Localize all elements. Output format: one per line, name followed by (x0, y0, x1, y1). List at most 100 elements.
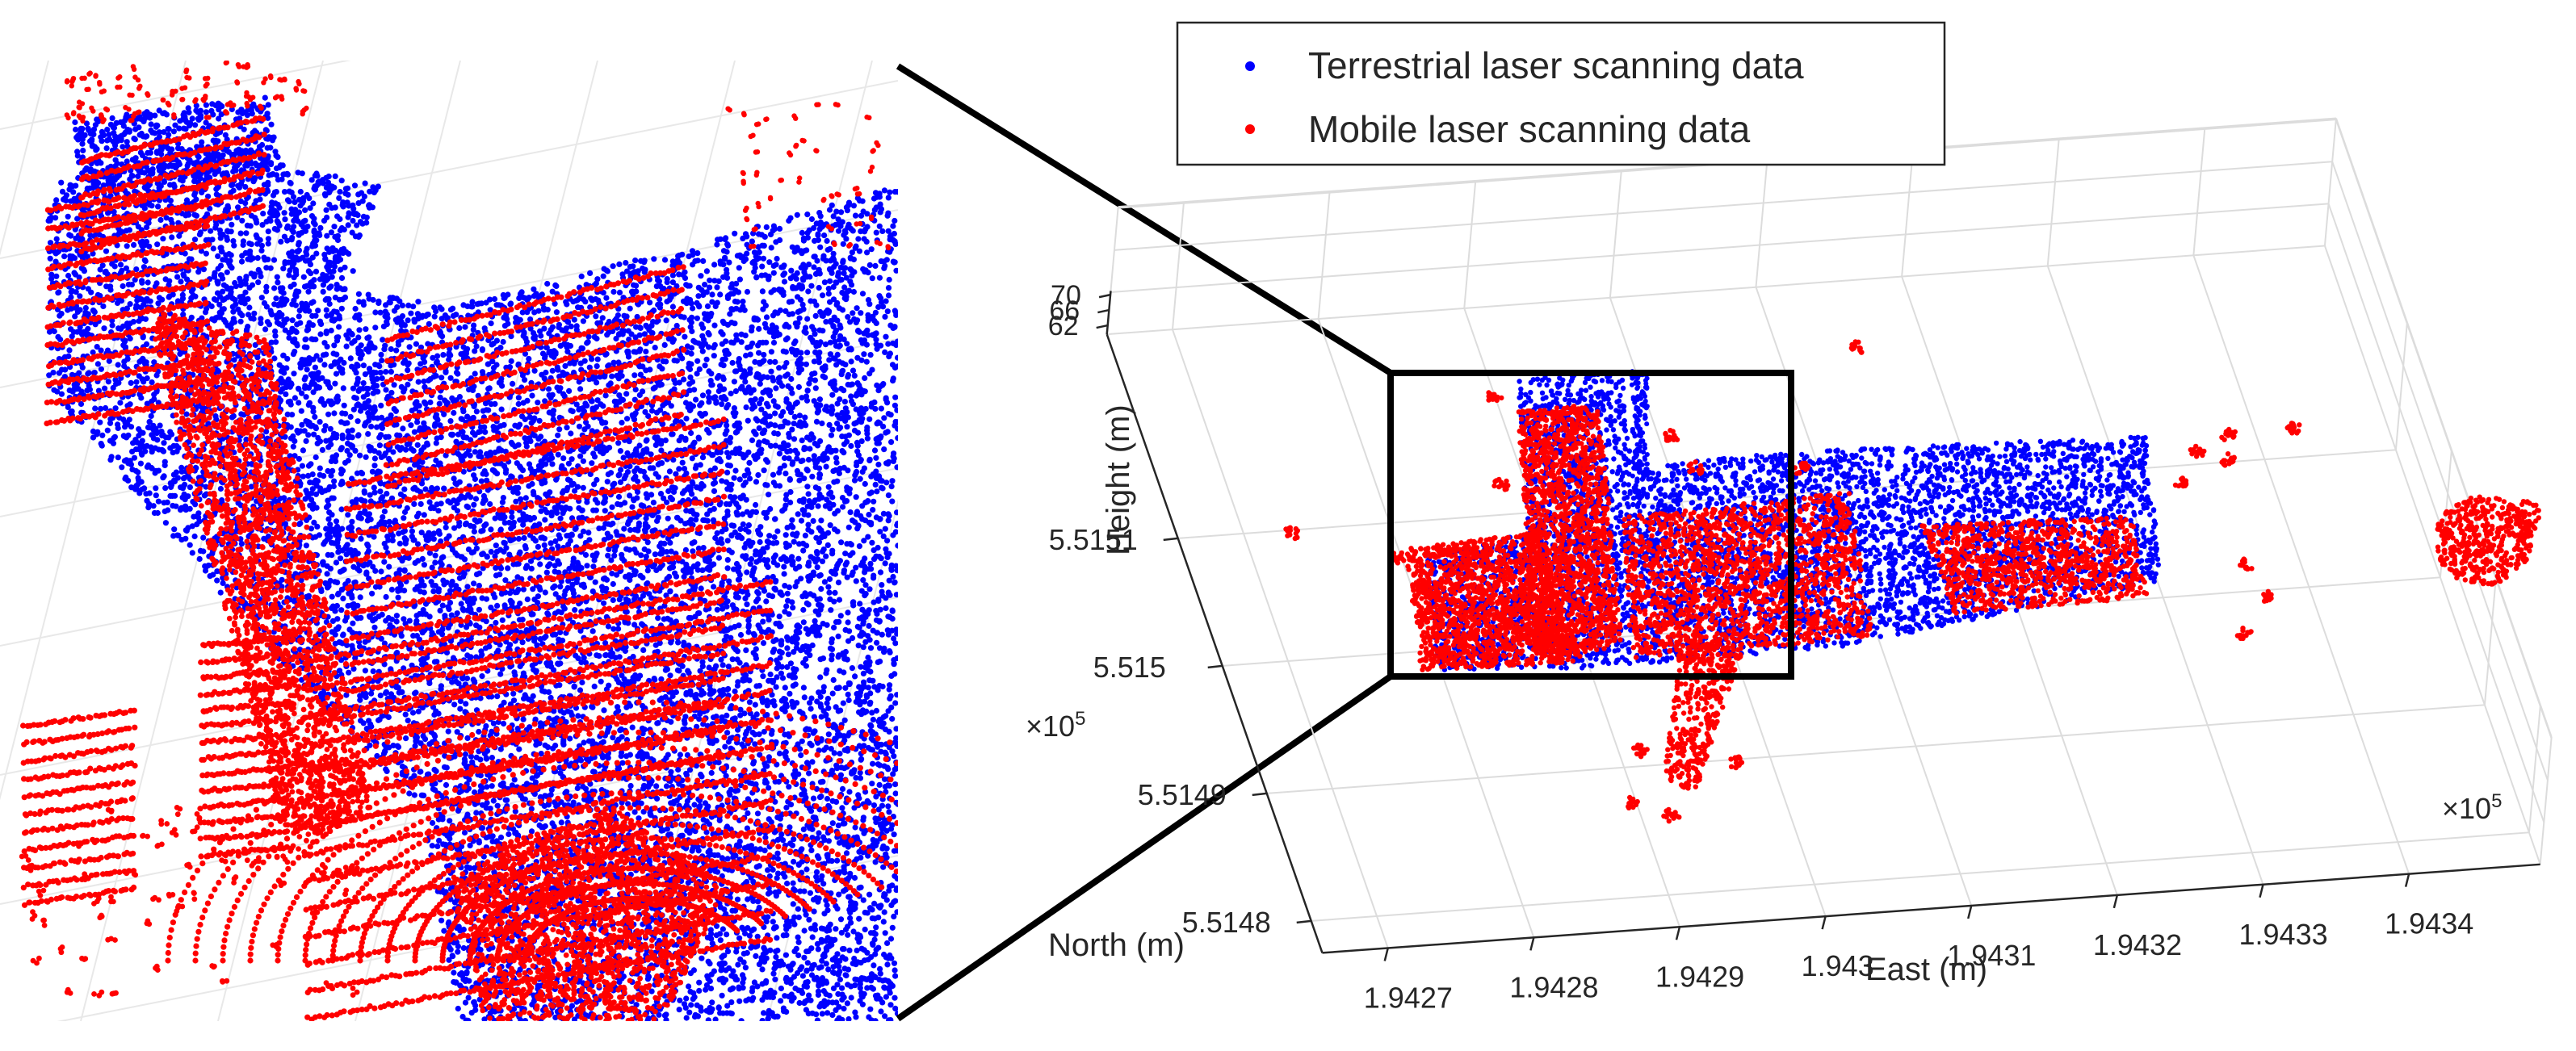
point (879, 582, 884, 588)
point (826, 286, 832, 291)
point (250, 283, 255, 288)
point (521, 587, 527, 592)
point (799, 518, 804, 524)
point (325, 412, 331, 417)
point (388, 346, 394, 352)
point (724, 932, 729, 937)
point (653, 783, 659, 789)
point (361, 380, 367, 386)
point (806, 770, 812, 776)
point (846, 789, 852, 794)
point (630, 725, 636, 731)
point (610, 581, 616, 587)
point (809, 474, 815, 479)
point (719, 401, 724, 407)
point (279, 577, 285, 583)
point (725, 856, 731, 861)
point (743, 452, 749, 458)
point (455, 949, 460, 955)
point (870, 915, 875, 921)
point (838, 539, 844, 545)
point (686, 1010, 692, 1015)
point (224, 228, 230, 233)
point (804, 211, 810, 217)
point (754, 589, 760, 595)
point (555, 367, 560, 373)
point (816, 503, 821, 509)
point (331, 410, 337, 416)
point (759, 966, 765, 972)
point (441, 928, 447, 934)
point (501, 721, 506, 726)
point (862, 481, 868, 487)
point (531, 309, 537, 315)
point (799, 458, 805, 463)
point (823, 554, 829, 559)
point (711, 353, 717, 358)
point (522, 543, 528, 549)
point (744, 404, 749, 410)
point (493, 542, 499, 548)
point (670, 273, 676, 278)
point (851, 203, 857, 208)
point (748, 398, 753, 404)
point (667, 565, 673, 571)
point (447, 600, 453, 605)
point (531, 693, 536, 699)
point (830, 820, 836, 826)
point (892, 831, 897, 837)
point (808, 706, 814, 712)
point (631, 372, 637, 378)
point (489, 549, 494, 555)
point (740, 236, 745, 241)
point (541, 307, 547, 312)
point (816, 285, 822, 291)
point (795, 935, 801, 940)
point (506, 831, 511, 837)
point (790, 605, 795, 610)
point (808, 283, 814, 289)
point (542, 517, 548, 522)
point (890, 925, 896, 931)
point (405, 317, 411, 323)
point (783, 953, 789, 958)
point (871, 499, 876, 505)
point (791, 859, 796, 865)
point (850, 368, 856, 374)
point (355, 418, 361, 424)
point (846, 433, 852, 438)
point (637, 333, 643, 338)
point (852, 1010, 858, 1015)
point (624, 416, 630, 421)
point (702, 282, 707, 287)
point (825, 542, 831, 548)
point (828, 522, 833, 528)
point (743, 333, 749, 338)
point (438, 918, 444, 923)
point (609, 374, 615, 379)
point (850, 310, 855, 316)
point (670, 304, 676, 309)
point (795, 556, 801, 562)
point (324, 308, 329, 313)
point (98, 266, 103, 272)
point (876, 293, 882, 299)
point (769, 245, 774, 250)
point (585, 339, 591, 345)
point (282, 189, 287, 195)
point (564, 301, 569, 307)
point (604, 332, 610, 337)
point (509, 514, 514, 520)
point (605, 479, 610, 484)
point (311, 216, 317, 221)
point (430, 820, 435, 826)
point (819, 421, 824, 426)
point (339, 306, 345, 312)
point (378, 432, 384, 438)
point (378, 496, 384, 501)
point (760, 673, 766, 679)
point (884, 538, 890, 543)
point (770, 919, 776, 924)
point (315, 435, 321, 441)
point (266, 228, 271, 234)
